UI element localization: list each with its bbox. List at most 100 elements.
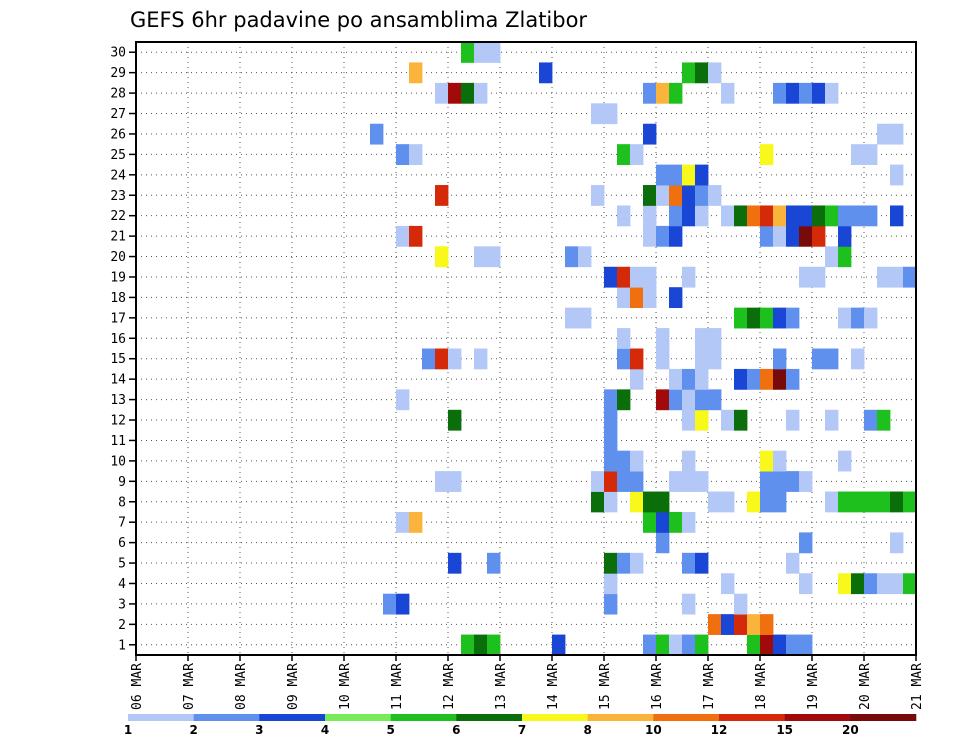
- heatmap-cell: [838, 307, 852, 329]
- heatmap-cell: [825, 348, 839, 370]
- heatmap-cell: [617, 328, 631, 349]
- heatmap-cell: [851, 144, 865, 165]
- heatmap-cell: [721, 205, 735, 227]
- heatmap-cell: [461, 634, 475, 656]
- heatmap-cell: [682, 205, 696, 227]
- heatmap-cell: [669, 82, 683, 104]
- heatmap-cell: [773, 82, 787, 104]
- heatmap-cell: [669, 471, 683, 492]
- legend-label: 3: [255, 723, 263, 737]
- heatmap-cell: [786, 82, 800, 104]
- heatmap-cell: [903, 266, 917, 288]
- heatmap-cell: [409, 511, 423, 533]
- heatmap-cell: [396, 511, 410, 533]
- x-tick-label: 06 MAR: [130, 663, 145, 710]
- heatmap-cell: [448, 348, 462, 370]
- heatmap-cell: [786, 368, 800, 390]
- heatmap-cell: [604, 103, 618, 125]
- heatmap-cell: [747, 614, 761, 635]
- heatmap-cell: [682, 450, 696, 472]
- heatmap-cell: [812, 348, 826, 370]
- heatmap-cell: [773, 307, 787, 329]
- heatmap-cell: [604, 266, 618, 288]
- heatmap-cell: [617, 552, 631, 574]
- heatmap-cell: [461, 82, 475, 104]
- heatmap-cell: [396, 225, 410, 247]
- heatmap-cell: [630, 552, 644, 574]
- y-tick-label: 23: [110, 189, 126, 204]
- y-tick-label: 12: [110, 414, 126, 429]
- heatmap-cell: [643, 185, 657, 206]
- heatmap-cell: [617, 287, 631, 309]
- heatmap-cell: [864, 307, 878, 329]
- heatmap-cell: [877, 573, 891, 595]
- heatmap-cell: [890, 164, 904, 186]
- legend-swatch: [522, 714, 588, 721]
- y-axis: 1234567891011121314151617181920212223242…: [110, 46, 136, 653]
- heatmap-cell: [474, 82, 488, 104]
- heatmap-cell: [799, 532, 813, 554]
- heatmap-cell: [773, 368, 787, 390]
- heatmap-cell: [838, 450, 852, 472]
- heatmap-cell: [825, 491, 839, 513]
- heatmap-cell: [864, 409, 878, 431]
- heatmap-cell: [695, 634, 709, 656]
- y-tick-label: 19: [110, 270, 126, 285]
- heatmap-cell: [721, 573, 735, 595]
- y-tick-label: 16: [110, 332, 126, 347]
- heatmap-cell: [799, 471, 813, 492]
- y-tick-label: 26: [110, 127, 126, 142]
- heatmap-cell: [383, 593, 397, 615]
- heatmap-cell: [604, 491, 618, 513]
- heatmap-cell: [851, 307, 865, 329]
- y-tick-label: 8: [118, 495, 126, 510]
- heatmap-cell: [838, 246, 852, 268]
- heatmap-cell: [760, 450, 774, 472]
- heatmap-cell: [734, 307, 748, 329]
- heatmap-cell: [682, 471, 696, 492]
- heatmap-cell: [812, 205, 826, 227]
- heatmap-cells: [370, 42, 917, 656]
- heatmap-cell: [734, 368, 748, 390]
- plot-frame: [135, 41, 917, 656]
- heatmap-cell: [695, 471, 709, 492]
- heatmap-cell: [695, 552, 709, 574]
- heatmap-cell: [578, 307, 592, 329]
- heatmap-cell: [604, 450, 618, 472]
- heatmap-cell: [682, 62, 696, 84]
- x-axis: 06 MAR 07 MAR 08 MAR 09 MAR 10 MAR 11 MAR 12 M…: [130, 655, 925, 710]
- heatmap-cell: [695, 348, 709, 370]
- legend-label: 15: [776, 723, 793, 737]
- heatmap-cell: [656, 348, 670, 370]
- color-legend: 1 2 3 4 5 6 7 8 10 12 15 20: [124, 714, 917, 737]
- heatmap-cell: [877, 491, 891, 513]
- heatmap-cell: [825, 82, 839, 104]
- x-tick-label: 18 MAR: [754, 663, 769, 710]
- heatmap-cell: [617, 450, 631, 472]
- heatmap-cell: [864, 205, 878, 227]
- x-tick-label: 19 MAR: [806, 663, 821, 710]
- heatmap-cell: [708, 185, 722, 206]
- heatmap-cell: [747, 634, 761, 656]
- heatmap-cell: [851, 205, 865, 227]
- heatmap-cell: [708, 614, 722, 635]
- y-tick-label: 27: [110, 107, 126, 122]
- heatmap-cell: [708, 328, 722, 349]
- heatmap-cell: [760, 471, 774, 492]
- heatmap-cell: [539, 62, 553, 84]
- heatmap-cell: [838, 573, 852, 595]
- heatmap-cell: [708, 62, 722, 84]
- heatmap-cell: [435, 185, 449, 206]
- x-tick-label: 17 MAR: [702, 663, 717, 710]
- heatmap-cell: [643, 634, 657, 656]
- heatmap-cell: [630, 450, 644, 472]
- heatmap-cell: [734, 205, 748, 227]
- heatmap-cell: [656, 532, 670, 554]
- heatmap-cell: [565, 246, 579, 268]
- heatmap-cell: [448, 471, 462, 492]
- heatmap-cell: [669, 185, 683, 206]
- legend-label: 10: [645, 723, 662, 737]
- y-tick-label: 17: [110, 311, 126, 326]
- heatmap-cell: [721, 82, 735, 104]
